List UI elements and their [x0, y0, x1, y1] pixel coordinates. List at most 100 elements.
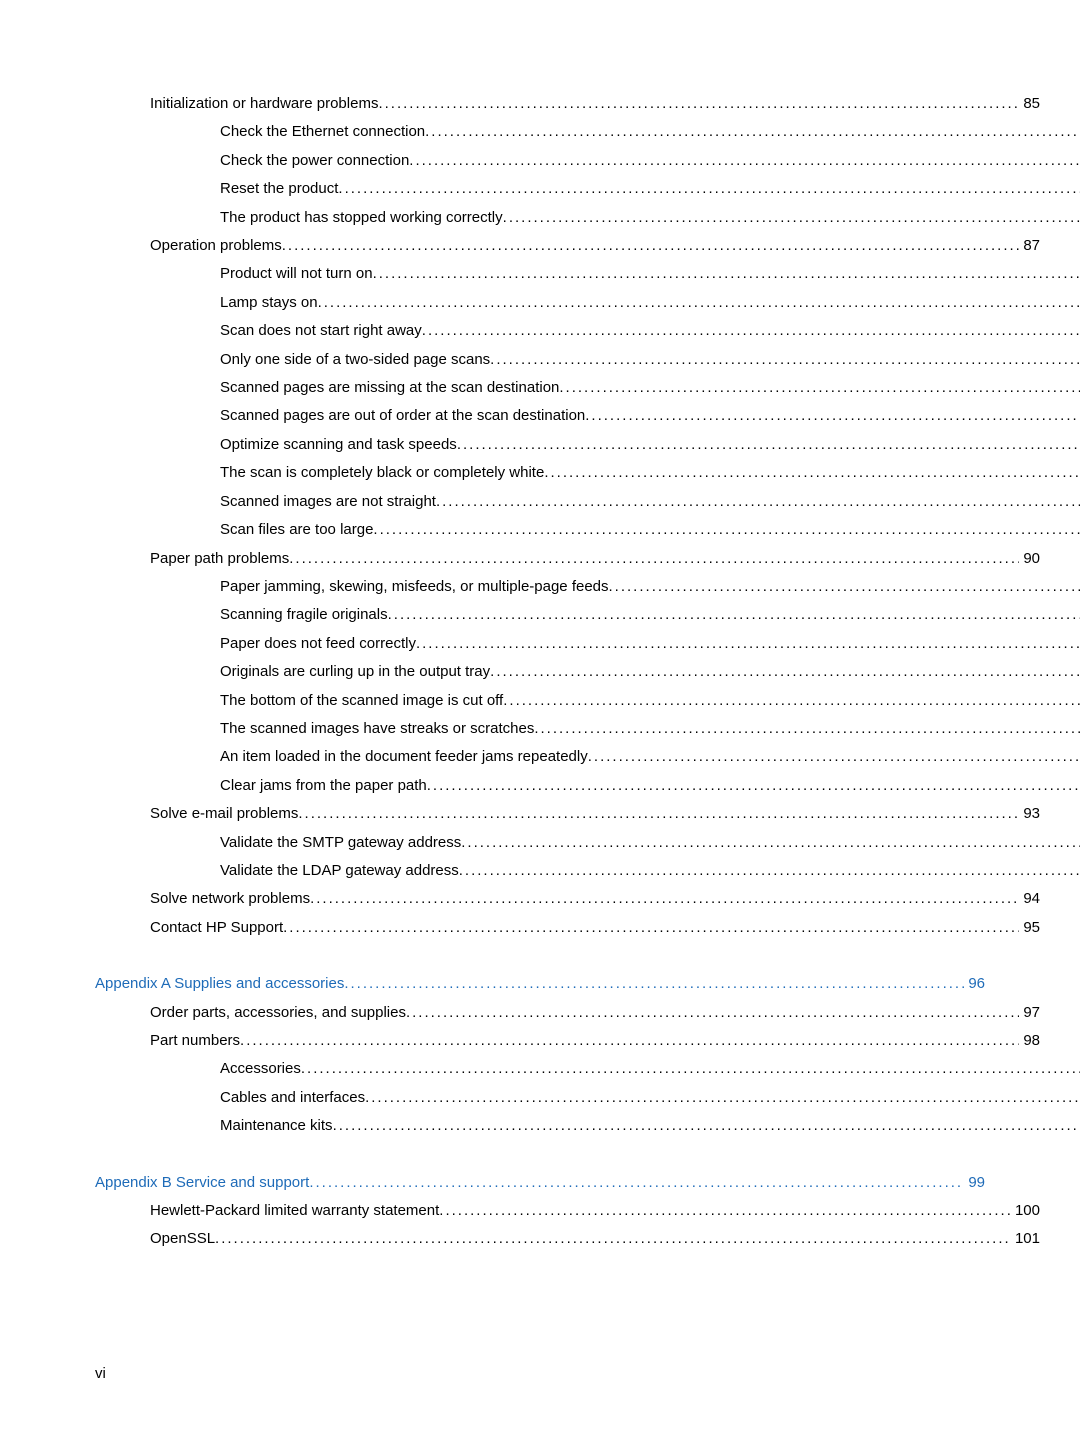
- toc-label: Scan does not start right away: [220, 317, 422, 345]
- toc-entry[interactable]: Scan files are too large 88: [95, 516, 1080, 544]
- toc-entry[interactable]: Scanned pages are missing at the scan de…: [95, 374, 1080, 402]
- toc-leader-dots: [309, 1169, 964, 1197]
- toc-entry[interactable]: Hewlett-Packard limited warranty stateme…: [95, 1197, 1040, 1225]
- toc-entry[interactable]: Originals are curling up in the output t…: [95, 658, 1080, 686]
- toc-label: Validate the LDAP gateway address: [220, 857, 459, 885]
- toc-page-number: 93: [1019, 800, 1040, 828]
- toc-entry[interactable]: Maintenance kits 98: [95, 1112, 1080, 1140]
- toc-label: Only one side of a two-sided page scans: [220, 346, 490, 374]
- toc-entry[interactable]: Operation problems 87: [95, 232, 1040, 260]
- toc-label: Paper does not feed correctly: [220, 630, 416, 658]
- toc-leader-dots: [333, 1112, 1080, 1140]
- toc-entry[interactable]: Scanned pages are out of order at the sc…: [95, 402, 1080, 430]
- toc-label: Initialization or hardware problems: [150, 90, 378, 118]
- toc-entry[interactable]: Clear jams from the paper path 91: [95, 772, 1080, 800]
- toc-leader-dots: [215, 1225, 1011, 1253]
- toc-leader-dots: [609, 573, 1080, 601]
- toc-leader-dots: [461, 829, 1080, 857]
- toc-leader-dots: [409, 147, 1080, 175]
- toc-label: Appendix A Supplies and accessories: [95, 970, 344, 998]
- toc-label: Contact HP Support: [150, 914, 283, 942]
- toc-label: Scanned images are not straight: [220, 488, 436, 516]
- toc-leader-dots: [559, 374, 1080, 402]
- toc-label: Clear jams from the paper path: [220, 772, 427, 800]
- toc-appendix-heading[interactable]: Appendix A Supplies and accessories 96: [95, 970, 985, 998]
- toc-leader-dots: [310, 885, 1019, 913]
- toc-entry[interactable]: Cables and interfaces 98: [95, 1084, 1080, 1112]
- toc-label: Reset the product: [220, 175, 338, 203]
- toc-entry[interactable]: Check the Ethernet connection 85: [95, 118, 1080, 146]
- toc-entry[interactable]: An item loaded in the document feeder ja…: [95, 743, 1080, 771]
- toc-entry[interactable]: Solve network problems 94: [95, 885, 1040, 913]
- toc-leader-dots: [406, 999, 1019, 1027]
- toc-entry[interactable]: Scan does not start right away 87: [95, 317, 1080, 345]
- toc-entry[interactable]: Accessories 98: [95, 1055, 1080, 1083]
- toc-entry[interactable]: Scanned images are not straight 88: [95, 488, 1080, 516]
- toc-leader-dots: [427, 772, 1080, 800]
- toc-label: Paper jamming, skewing, misfeeds, or mul…: [220, 573, 609, 601]
- toc-page-number: 96: [964, 970, 985, 998]
- toc-entry[interactable]: Contact HP Support 95: [95, 914, 1040, 942]
- toc-leader-dots: [289, 545, 1019, 573]
- toc-label: Hewlett-Packard limited warranty stateme…: [150, 1197, 439, 1225]
- toc-entry[interactable]: Paper path problems 90: [95, 545, 1040, 573]
- toc-entry[interactable]: Check the power connection 85: [95, 147, 1080, 175]
- toc-leader-dots: [318, 289, 1080, 317]
- toc-label: Validate the SMTP gateway address: [220, 829, 461, 857]
- toc-entry[interactable]: Solve e-mail problems 93: [95, 800, 1040, 828]
- toc-page-number: 100: [1011, 1197, 1040, 1225]
- toc-label: Solve network problems: [150, 885, 310, 913]
- toc-label: Check the Ethernet connection: [220, 118, 425, 146]
- toc-entry[interactable]: Initialization or hardware problems 85: [95, 90, 1040, 118]
- table-of-contents: Initialization or hardware problems 85Ch…: [95, 90, 985, 1254]
- toc-leader-dots: [283, 914, 1019, 942]
- toc-leader-dots: [457, 431, 1080, 459]
- toc-entry[interactable]: OpenSSL 101: [95, 1225, 1040, 1253]
- toc-leader-dots: [490, 346, 1080, 374]
- toc-leader-dots: [544, 459, 1080, 487]
- toc-entry[interactable]: Paper does not feed correctly 90: [95, 630, 1080, 658]
- toc-leader-dots: [588, 743, 1080, 771]
- toc-leader-dots: [344, 970, 964, 998]
- page: Initialization or hardware problems 85Ch…: [0, 0, 1080, 1437]
- toc-entry[interactable]: The product has stopped working correctl…: [95, 204, 1080, 232]
- toc-entry[interactable]: The bottom of the scanned image is cut o…: [95, 687, 1080, 715]
- toc-label: Scanning fragile originals: [220, 601, 388, 629]
- toc-entry[interactable]: Part numbers 98: [95, 1027, 1040, 1055]
- toc-leader-dots: [439, 1197, 1011, 1225]
- toc-label: The scanned images have streaks or scrat…: [220, 715, 534, 743]
- toc-entry[interactable]: Scanning fragile originals 90: [95, 601, 1080, 629]
- toc-page-number: 94: [1019, 885, 1040, 913]
- toc-entry[interactable]: Order parts, accessories, and supplies 9…: [95, 999, 1040, 1027]
- toc-entry[interactable]: Validate the LDAP gateway address 93: [95, 857, 1080, 885]
- toc-entry[interactable]: Optimize scanning and task speeds 88: [95, 431, 1080, 459]
- toc-leader-dots: [503, 204, 1080, 232]
- toc-entry[interactable]: Product will not turn on 87: [95, 260, 1080, 288]
- page-number: vi: [95, 1365, 106, 1382]
- toc-entry[interactable]: The scanned images have streaks or scrat…: [95, 715, 1080, 743]
- toc-entry[interactable]: Only one side of a two-sided page scans …: [95, 346, 1080, 374]
- toc-leader-dots: [490, 658, 1080, 686]
- toc-appendix-heading[interactable]: Appendix B Service and support 99: [95, 1169, 985, 1197]
- toc-leader-dots: [436, 488, 1080, 516]
- toc-entry[interactable]: Lamp stays on 87: [95, 289, 1080, 317]
- toc-page-number: 99: [964, 1169, 985, 1197]
- toc-label: Paper path problems: [150, 545, 289, 573]
- toc-leader-dots: [422, 317, 1080, 345]
- toc-entry[interactable]: Validate the SMTP gateway address 93: [95, 829, 1080, 857]
- toc-label: Check the power connection: [220, 147, 409, 175]
- toc-label: Operation problems: [150, 232, 282, 260]
- toc-label: Accessories: [220, 1055, 301, 1083]
- toc-entry[interactable]: Reset the product 86: [95, 175, 1080, 203]
- toc-leader-dots: [585, 402, 1080, 430]
- toc-page-number: 97: [1019, 999, 1040, 1027]
- toc-label: Product will not turn on: [220, 260, 373, 288]
- toc-leader-dots: [534, 715, 1080, 743]
- toc-label: Scan files are too large: [220, 516, 373, 544]
- toc-label: Solve e-mail problems: [150, 800, 298, 828]
- toc-entry[interactable]: The scan is completely black or complete…: [95, 459, 1080, 487]
- toc-label: Cables and interfaces: [220, 1084, 365, 1112]
- toc-page-number: 90: [1019, 545, 1040, 573]
- toc-entry[interactable]: Paper jamming, skewing, misfeeds, or mul…: [95, 573, 1080, 601]
- toc-label: Maintenance kits: [220, 1112, 333, 1140]
